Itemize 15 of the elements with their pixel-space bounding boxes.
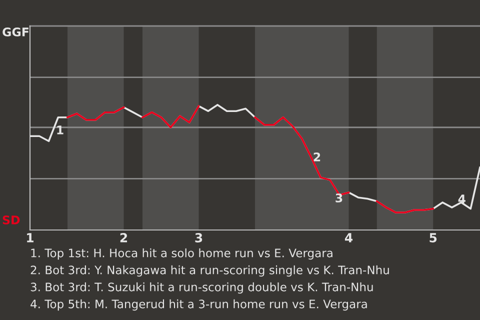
x-tick-label: 1 — [27, 233, 34, 242]
annotation: 2 — [314, 152, 320, 162]
text: 2. Bot 3rd: Y. Nakagawa hit a run-scoring single vs K. Tran-Nhu — [30, 265, 389, 277]
text: 1. Top 1st: H. Hoca hit a solo home run vs E. Vergara — [31, 248, 332, 260]
x-tick-label: 4 — [344, 233, 353, 242]
x-tick-label: 5 — [430, 233, 437, 242]
x-tick-label: 3 — [195, 233, 202, 242]
text: SD — [2, 215, 20, 224]
annotation: 1 — [57, 126, 64, 134]
annotation: 3 — [336, 193, 342, 202]
text: 3. Bot 3rd: T. Suzuki hit a run-scoring double vs K. Tran-Nhu — [30, 282, 373, 294]
annotation: 4 — [458, 194, 466, 204]
text: GGF — [2, 27, 28, 36]
x-tick-label: 2 — [120, 233, 128, 242]
text: 4. Top 5th: M. Tangerud hit a 3-run home run vs E. Vergara — [30, 299, 367, 311]
